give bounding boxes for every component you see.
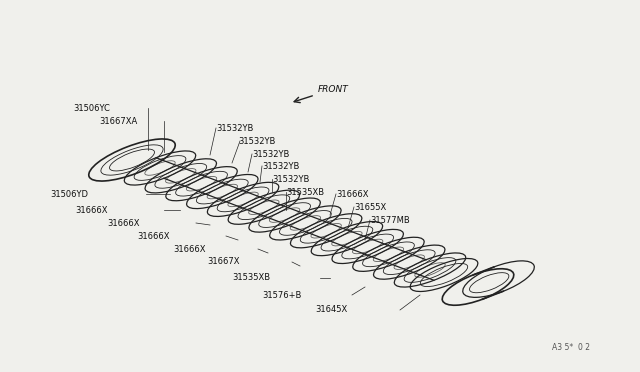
Text: 31532YB: 31532YB — [272, 174, 309, 183]
Text: 31666X: 31666X — [108, 218, 140, 228]
Text: 31666X: 31666X — [76, 205, 108, 215]
Text: 31576+B: 31576+B — [262, 291, 302, 299]
Text: 31535XB: 31535XB — [232, 273, 270, 282]
Text: 31666X: 31666X — [173, 244, 206, 253]
Text: 31535XB: 31535XB — [286, 187, 324, 196]
Text: 31655X: 31655X — [354, 202, 387, 212]
Text: 31532YB: 31532YB — [238, 137, 275, 145]
Text: 31645X: 31645X — [316, 305, 348, 314]
Text: 31506YC: 31506YC — [73, 103, 110, 112]
Text: 31666X: 31666X — [138, 231, 170, 241]
Text: 31532YB: 31532YB — [262, 161, 300, 170]
Text: 31532YB: 31532YB — [216, 124, 253, 132]
Text: 31667XA: 31667XA — [100, 116, 138, 125]
Text: 31667X: 31667X — [207, 257, 240, 266]
Text: A3 5*  0 2: A3 5* 0 2 — [552, 343, 590, 352]
Text: 31506YD: 31506YD — [50, 189, 88, 199]
Text: FRONT: FRONT — [318, 85, 349, 94]
Text: 31577MB: 31577MB — [370, 215, 410, 224]
Text: 31666X: 31666X — [336, 189, 369, 199]
Text: 31532YB: 31532YB — [252, 150, 289, 158]
